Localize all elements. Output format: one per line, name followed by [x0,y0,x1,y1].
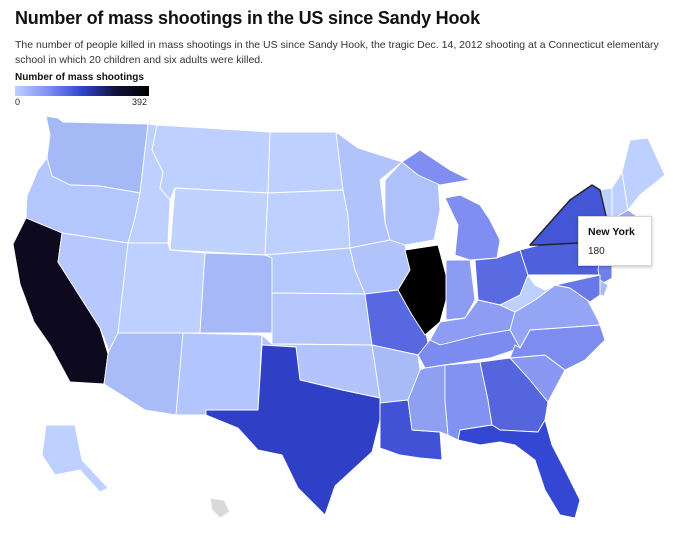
state-michigan[interactable] [401,149,501,261]
map-title: Number of mass shootings in the US since… [15,8,480,28]
color-legend: Number of mass shootings 0 392 [15,72,155,108]
legend-title: Number of mass shootings [15,72,144,83]
legend-min-label: 0 [15,97,21,107]
tooltip-state-name: New York [588,226,635,238]
state-arizona[interactable] [103,332,184,416]
legend-max-label: 392 [132,97,148,107]
state-utah[interactable] [117,242,206,334]
state-florida[interactable] [457,419,581,519]
state-alaska[interactable] [41,424,109,493]
state-indiana[interactable] [445,259,476,321]
state-montana[interactable] [151,124,271,201]
state-south-dakota[interactable] [264,189,351,256]
state-tooltip: New York 180 [578,216,652,266]
state-new-mexico[interactable] [175,332,263,416]
state-kansas[interactable] [271,292,373,346]
state-north-dakota[interactable] [267,131,344,194]
state-delaware[interactable] [599,279,609,297]
state-texas[interactable] [205,344,381,516]
state-nebraska[interactable] [264,247,366,295]
map-subtitle: The number of people killed in mass shoo… [15,39,659,66]
state-wyoming[interactable] [169,187,269,256]
state-west-virginia[interactable] [499,274,556,313]
state-maine[interactable] [621,137,666,211]
tooltip-value: 180 [588,246,605,257]
state-hawaii[interactable] [209,497,231,519]
state-illinois[interactable] [397,244,447,336]
legend-gradient-bar [15,86,149,96]
state-maryland[interactable] [554,274,601,303]
state-colorado[interactable] [199,252,273,334]
